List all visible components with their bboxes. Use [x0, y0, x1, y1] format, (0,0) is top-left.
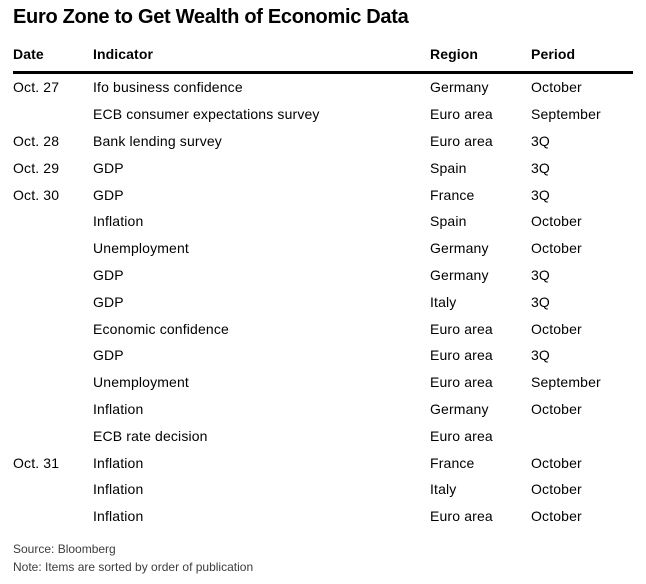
table-cell-indicator: ECB rate decision — [93, 427, 208, 444]
table-cell-indicator: GDP — [93, 186, 124, 203]
table-row: Oct. 28 Bank lending survey Euro area 3Q — [13, 128, 633, 155]
table-cell-date — [13, 101, 93, 128]
source-line: Source: Bloomberg — [13, 541, 116, 556]
table-cell-period: 3Q — [531, 293, 550, 310]
table-row: GDP Euro area 3Q — [13, 342, 633, 369]
table-cell-date — [13, 208, 93, 235]
table-cell-period: 3Q — [531, 347, 550, 364]
table-cell-region: Germany — [430, 266, 489, 283]
table-cell-period: 3Q — [531, 186, 550, 203]
table-row: GDP Italy 3Q — [13, 288, 633, 315]
table-cell-region: Euro area — [430, 508, 493, 525]
table-cell-region: Italy — [430, 481, 457, 498]
table-cell-date — [13, 342, 93, 369]
table-cell-indicator: Unemployment — [93, 240, 189, 257]
table-row: Oct. 31 Inflation France October — [13, 449, 633, 476]
table-cell-date — [13, 476, 93, 503]
table-header: Date Indicator Region Period — [13, 44, 633, 74]
table-cell-indicator: Ifo business confidence — [93, 79, 243, 96]
table-cell-indicator: Inflation — [93, 400, 144, 417]
table-cell-indicator: Inflation — [93, 481, 144, 498]
table-row: Oct. 29 GDP Spain 3Q — [13, 154, 633, 181]
table-cell-region: France — [430, 186, 475, 203]
table-cell-indicator: Inflation — [93, 454, 144, 471]
table-cell-indicator: Economic confidence — [93, 320, 229, 337]
table-cell-date — [13, 315, 93, 342]
economic-data-table: Date Indicator Region Period Oct. 27 Ifo … — [13, 44, 633, 530]
table-cell-region: Euro area — [430, 320, 493, 337]
column-header-period: Period — [531, 44, 633, 74]
table-row: Unemployment Germany October — [13, 235, 633, 262]
table-cell-date: Oct. 31 — [13, 454, 60, 471]
table-cell-period: October — [531, 481, 582, 498]
table-cell-date: Oct. 29 — [13, 159, 60, 176]
table-cell-indicator: Bank lending survey — [93, 132, 222, 149]
note-line: Note: Items are sorted by order of publi… — [13, 560, 254, 575]
table-cell-region: Euro area — [430, 132, 493, 149]
table-row: Inflation Spain October — [13, 208, 633, 235]
table-cell-indicator: ECB consumer expectations survey — [93, 106, 320, 123]
table-cell-period: 3Q — [531, 266, 550, 283]
table-cell-date — [13, 262, 93, 289]
table-cell-date — [13, 503, 93, 530]
column-header-indicator: Indicator — [93, 44, 430, 74]
table-cell-period: October — [531, 400, 582, 417]
table-cell-period: 3Q — [531, 159, 550, 176]
table-cell-period: October — [531, 79, 582, 96]
table-cell-period — [531, 422, 633, 449]
table-cell-date — [13, 235, 93, 262]
table-row: Economic confidence Euro area October — [13, 315, 633, 342]
table-cell-period: September — [531, 106, 601, 123]
table-cell-indicator: GDP — [93, 347, 124, 364]
table-cell-region: Euro area — [430, 347, 493, 364]
table-cell-indicator: Unemployment — [93, 374, 189, 391]
table-row: Oct. 27 Ifo business confidence Germany Oct… — [13, 73, 633, 101]
column-header-region: Region — [430, 44, 531, 74]
table-row: Oct. 30 GDP France 3Q — [13, 181, 633, 208]
table-cell-region: France — [430, 454, 475, 471]
column-header-date: Date — [13, 44, 93, 74]
table-cell-period: October — [531, 240, 582, 257]
table-cell-region: Spain — [430, 213, 467, 230]
table-cell-indicator: GDP — [93, 159, 124, 176]
table-cell-date: Oct. 27 — [13, 79, 60, 96]
table-cell-indicator: Inflation — [93, 508, 144, 525]
table-row: Inflation Italy October — [13, 476, 633, 503]
table-cell-indicator: Inflation — [93, 213, 144, 230]
table-cell-period: 3Q — [531, 132, 550, 149]
table-cell-date: Oct. 28 — [13, 132, 60, 149]
table-cell-period: September — [531, 374, 601, 391]
table-cell-date: Oct. 30 — [13, 186, 60, 203]
table-cell-date — [13, 396, 93, 423]
table-cell-period: October — [531, 454, 582, 471]
table-row: Unemployment Euro area September — [13, 369, 633, 396]
chart-title: Euro Zone to Get Wealth of Economic Data — [13, 6, 409, 28]
table-body: Oct. 27 Ifo business confidence Germany Oct… — [13, 73, 633, 530]
footnotes: Source: Bloomberg Note: Items are sorted… — [13, 540, 633, 577]
table-cell-region: Euro area — [430, 106, 493, 123]
table-row: Inflation Germany October — [13, 396, 633, 423]
table-cell-region: Italy — [430, 293, 457, 310]
table-cell-region: Germany — [430, 400, 489, 417]
table-cell-date — [13, 369, 93, 396]
table-row: ECB consumer expectations survey Euro are… — [13, 101, 633, 128]
table-cell-indicator: GDP — [93, 266, 124, 283]
table-header-row: Date Indicator Region Period — [13, 44, 633, 74]
table-cell-period: October — [531, 508, 582, 525]
table-cell-period: October — [531, 320, 582, 337]
table-cell-date — [13, 288, 93, 315]
table-cell-period: October — [531, 213, 582, 230]
table-cell-region: Euro area — [430, 374, 493, 391]
table-cell-indicator: GDP — [93, 293, 124, 310]
table-cell-region: Germany — [430, 79, 489, 96]
table-cell-date — [13, 422, 93, 449]
table-cell-region: Spain — [430, 159, 467, 176]
table-row: Inflation Euro area October — [13, 503, 633, 530]
table-row: GDP Germany 3Q — [13, 262, 633, 289]
table-row: ECB rate decision Euro area — [13, 422, 633, 449]
table-cell-region: Germany — [430, 240, 489, 257]
table-cell-region: Euro area — [430, 427, 493, 444]
